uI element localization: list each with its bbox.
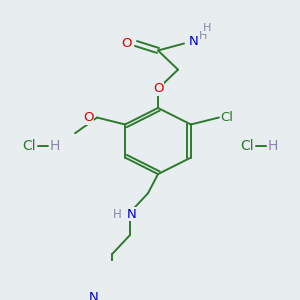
- Text: H: H: [203, 23, 212, 33]
- Text: N: N: [89, 291, 99, 300]
- Text: Cl: Cl: [22, 139, 36, 153]
- Text: H: H: [113, 208, 122, 221]
- Text: N: N: [127, 208, 137, 221]
- Text: H: H: [50, 139, 60, 153]
- Text: N: N: [189, 35, 199, 48]
- Text: H: H: [199, 31, 207, 41]
- Text: O: O: [83, 111, 93, 124]
- Text: O: O: [122, 37, 132, 50]
- Text: Cl: Cl: [240, 139, 253, 153]
- Text: O: O: [153, 82, 163, 95]
- Text: H: H: [268, 139, 278, 153]
- Text: Cl: Cl: [220, 111, 233, 124]
